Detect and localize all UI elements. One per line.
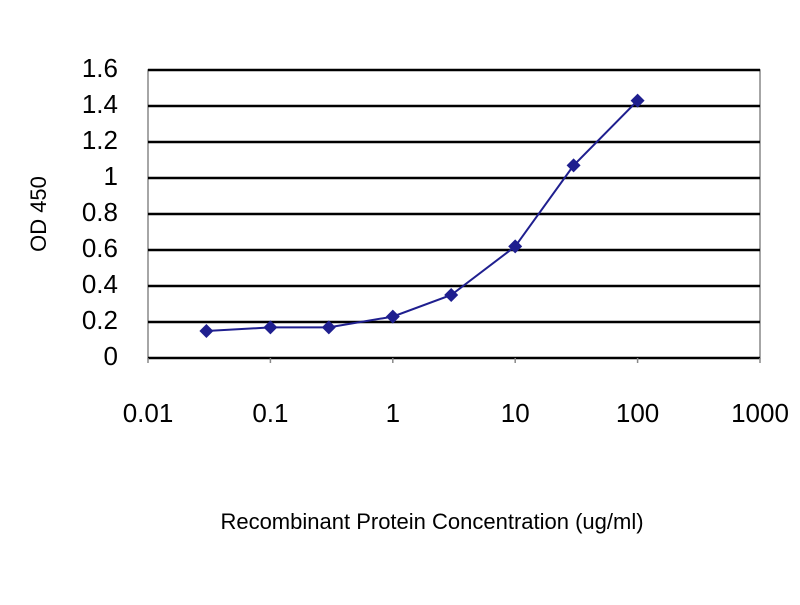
y-axis-title: OD 450 <box>26 176 51 252</box>
y-tick-label: 1.6 <box>82 53 118 83</box>
y-tick-label: 0 <box>104 341 118 371</box>
x-tick-label: 1 <box>386 398 400 428</box>
data-point <box>508 239 523 254</box>
y-tick-label: 0.6 <box>82 233 118 263</box>
x-tick-label: 0.1 <box>252 398 288 428</box>
y-tick-label: 0.8 <box>82 197 118 227</box>
x-axis-title: Recombinant Protein Concentration (ug/ml… <box>220 509 643 534</box>
data-point <box>385 309 400 324</box>
y-tick-label: 0.4 <box>82 269 118 299</box>
x-tick-label: 10 <box>501 398 530 428</box>
data-point <box>566 158 581 173</box>
y-tick-label: 1.4 <box>82 89 118 119</box>
x-tick-label: 0.01 <box>123 398 174 428</box>
data-point <box>630 93 645 108</box>
x-tick-label: 1000 <box>731 398 789 428</box>
series-line <box>206 99 639 332</box>
y-tick-label: 0.2 <box>82 305 118 335</box>
x-tick-label: 100 <box>616 398 659 428</box>
data-point <box>321 320 336 335</box>
data-point <box>444 288 459 302</box>
y-tick-label: 1 <box>104 161 118 191</box>
data-point <box>199 324 214 338</box>
data-point <box>263 320 278 335</box>
y-tick-label: 1.2 <box>82 125 118 155</box>
